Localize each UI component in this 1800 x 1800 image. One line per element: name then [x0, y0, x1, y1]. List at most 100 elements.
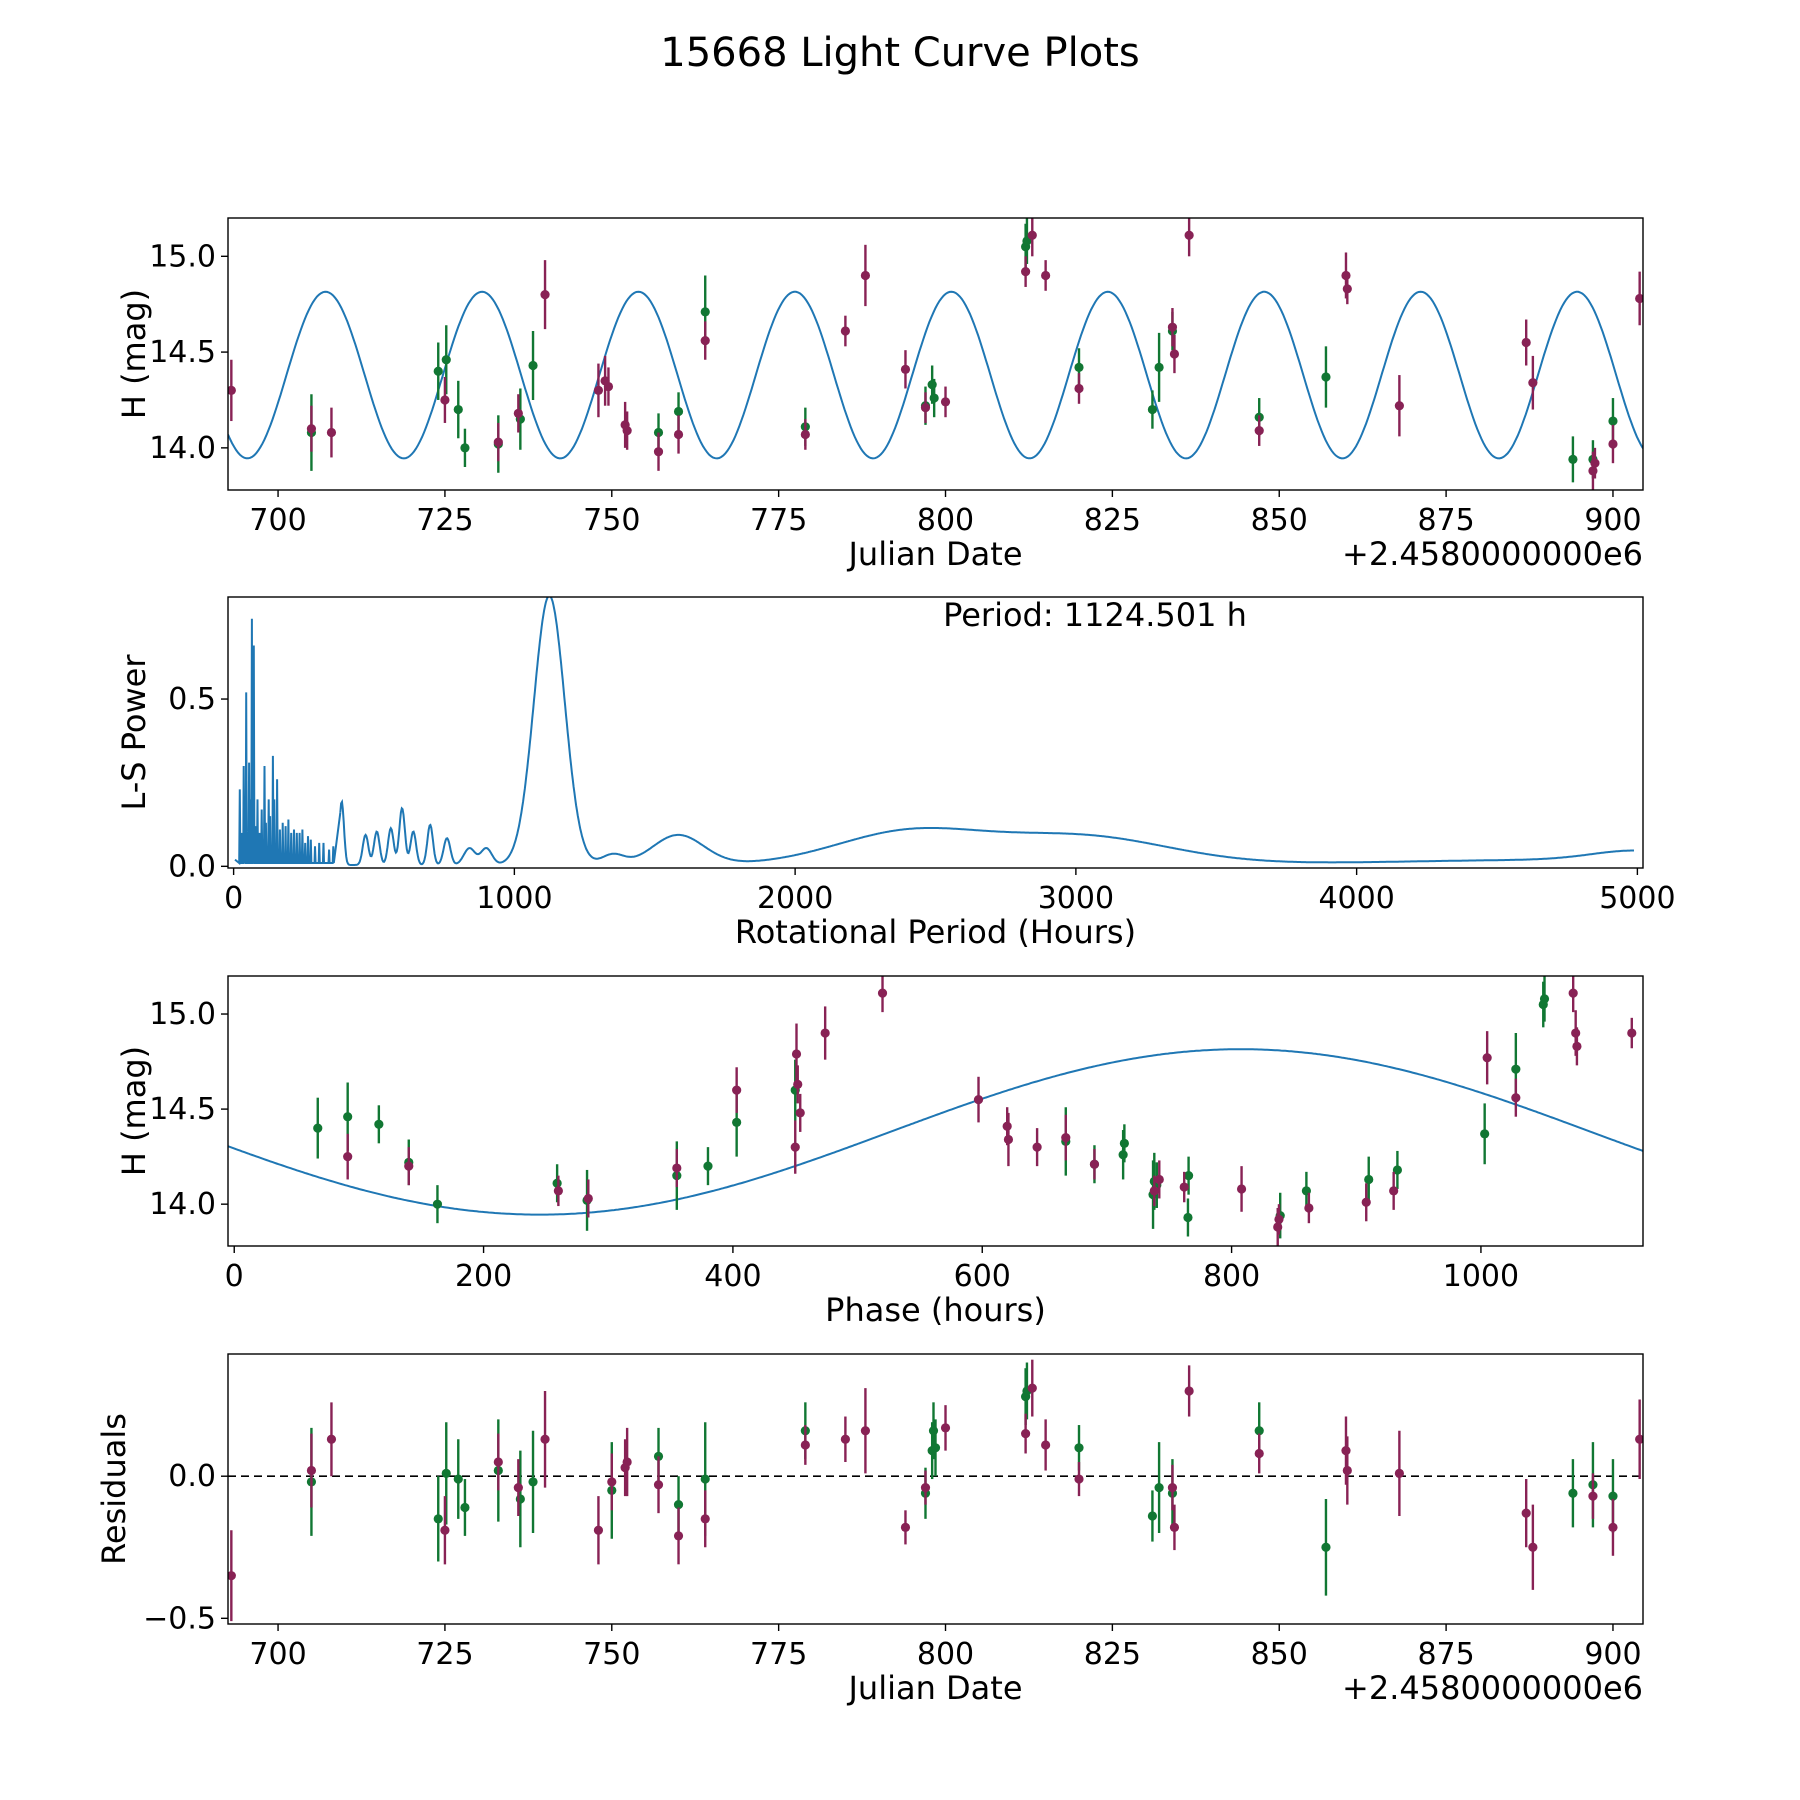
- y-tick-label: 14.0: [149, 1187, 216, 1222]
- data-point: [795, 1108, 805, 1118]
- figure-title: 15668 Light Curve Plots: [660, 30, 1139, 76]
- data-point: [673, 429, 684, 440]
- data-point: [440, 395, 450, 405]
- data-point: [1480, 1129, 1490, 1139]
- data-point: [929, 393, 939, 403]
- y-tick-label: −0.5: [143, 1601, 216, 1636]
- x-axis-offset-text: +2.4580000000e6: [1342, 535, 1643, 573]
- data-point: [700, 1514, 710, 1524]
- data-point: [1608, 1491, 1618, 1501]
- data-point: [1608, 416, 1618, 426]
- plot-area: [228, 218, 1643, 490]
- data-point: [1342, 1465, 1352, 1476]
- data-point: [840, 326, 850, 336]
- data-point: [793, 1079, 803, 1089]
- data-point: [1184, 230, 1194, 240]
- data-point: [1588, 466, 1598, 476]
- data-point: [453, 404, 463, 415]
- data-point: [1041, 1440, 1051, 1450]
- model-fit-curve: [228, 290, 1643, 460]
- x-axis-label: Julian Date: [846, 535, 1022, 573]
- data-point: [343, 1112, 353, 1122]
- x-tick-label: 600: [954, 1259, 1011, 1294]
- data-point: [1364, 1174, 1374, 1185]
- data-point: [1627, 1028, 1637, 1038]
- period-annotation: Period: 1124.501 h: [943, 596, 1247, 634]
- periodogram-short-period-spikes: [234, 618, 342, 866]
- y-tick-label: 14.5: [149, 1092, 216, 1127]
- data-point: [1482, 1053, 1492, 1063]
- axes-frame: [227, 596, 1644, 869]
- data-point: [374, 1119, 384, 1129]
- data-point: [326, 1434, 337, 1444]
- data-point: [460, 443, 470, 453]
- y-tick-label: 14.0: [149, 431, 216, 466]
- data-point: [1184, 1386, 1194, 1396]
- data-point: [1521, 337, 1531, 348]
- data-point: [1183, 1212, 1193, 1223]
- plot-area: [234, 597, 1634, 866]
- data-point: [700, 335, 710, 346]
- data-point: [1027, 1383, 1037, 1393]
- data-point: [493, 1457, 503, 1467]
- data-point: [607, 1477, 617, 1487]
- data-point: [528, 360, 538, 371]
- data-point: [920, 403, 931, 413]
- data-point: [1236, 1184, 1247, 1194]
- data-point: [1254, 426, 1264, 436]
- axes-frame: [227, 1353, 1644, 1625]
- x-axis-label: Phase (hours): [825, 1291, 1046, 1329]
- light-curve-panel: 700 725 750 775 800 825 850 875 900 14.0 14.5 15.0 J…: [115, 217, 1644, 573]
- data-point: [1608, 1522, 1618, 1532]
- y-axis-label: Residuals: [95, 1413, 133, 1565]
- data-point: [593, 385, 604, 395]
- data-point: [404, 1161, 414, 1171]
- data-point: [313, 1123, 323, 1133]
- data-point: [1572, 1041, 1582, 1051]
- periodogram-panel: 0 1000 2000 3000 4000 5000 0.0 0.5 Rotational Pe…: [115, 596, 1676, 951]
- data-point: [800, 429, 810, 440]
- data-point: [700, 307, 710, 317]
- data-point: [1528, 378, 1538, 388]
- data-point: [860, 270, 871, 281]
- x-tick-label: 900: [1584, 503, 1641, 538]
- data-point: [930, 1443, 941, 1453]
- data-point: [1003, 1134, 1014, 1145]
- x-tick-label: 725: [416, 503, 473, 538]
- data-point: [540, 1434, 550, 1444]
- data-point: [1635, 1434, 1643, 1444]
- y-tick-label: 0.0: [168, 1459, 216, 1494]
- data-point: [900, 364, 911, 374]
- data-point: [1002, 1121, 1012, 1131]
- data-point: [583, 1193, 593, 1204]
- data-point: [791, 1049, 802, 1059]
- data-point: [528, 1477, 538, 1487]
- data-point: [1394, 401, 1404, 411]
- data-point: [732, 1085, 742, 1095]
- x-tick-label: 825: [1084, 1637, 1141, 1672]
- data-point: [593, 1525, 604, 1535]
- data-point: [1027, 230, 1037, 240]
- data-point: [673, 1531, 684, 1541]
- data-point: [513, 1482, 523, 1493]
- data-point: [1571, 1028, 1581, 1038]
- data-point: [440, 1525, 450, 1535]
- x-tick-label: 2000: [757, 881, 833, 916]
- data-point: [1154, 1174, 1164, 1185]
- data-point: [1021, 267, 1031, 277]
- data-point: [1304, 1203, 1314, 1213]
- data-point: [1149, 1186, 1159, 1196]
- x-tick-label: 750: [583, 1637, 640, 1672]
- data-point: [1511, 1093, 1521, 1103]
- data-point: [673, 1500, 684, 1510]
- x-tick-label: 1000: [476, 881, 552, 916]
- data-point: [1167, 1482, 1178, 1493]
- x-axis-label: Julian Date: [846, 1669, 1022, 1707]
- data-point: [1521, 1508, 1531, 1518]
- data-point: [1089, 1159, 1100, 1169]
- data-point: [1074, 383, 1084, 394]
- data-point: [306, 1465, 317, 1476]
- model-fit-curve: [228, 1048, 1643, 1216]
- data-point: [1119, 1138, 1129, 1148]
- x-tick-label: 775: [750, 503, 807, 538]
